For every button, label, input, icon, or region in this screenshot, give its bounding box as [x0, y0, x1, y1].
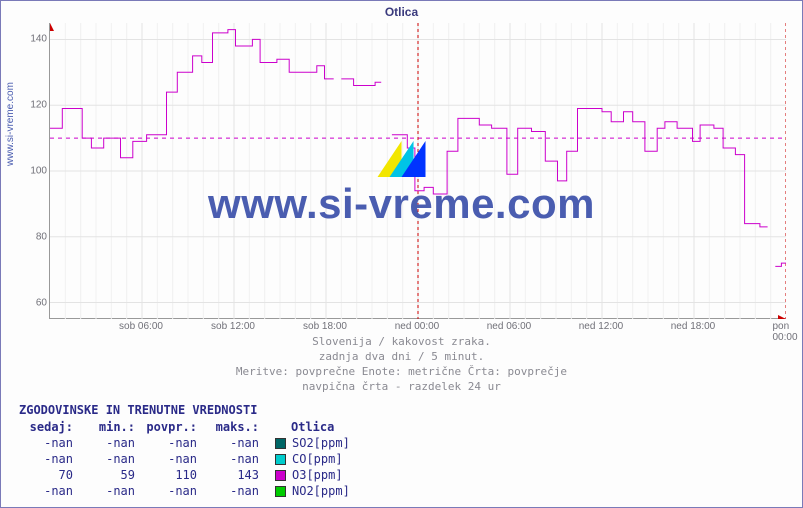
legend-value: 143 [205, 468, 267, 482]
legend-swatch [275, 486, 286, 497]
legend: ZGODOVINSKE IN TRENUTNE VREDNOSTI sedaj:… [19, 403, 350, 499]
legend-value: -nan [143, 484, 205, 498]
y-axis-label: www.si-vreme.com [5, 82, 16, 166]
legend-value: -nan [81, 484, 143, 498]
plot-area [49, 23, 785, 319]
y-tick: 80 [29, 231, 47, 242]
legend-title: ZGODOVINSKE IN TRENUTNE VREDNOSTI [19, 403, 350, 417]
chart-title: Otlica [1, 5, 802, 19]
legend-header-row: sedaj: min.: povpr.: maks.: Otlica [19, 419, 350, 435]
caption-line: Meritve: povprečne Enote: metrične Črta:… [1, 365, 802, 380]
legend-value: -nan [81, 436, 143, 450]
legend-series-label: CO[ppm] [292, 452, 343, 466]
legend-value: 110 [143, 468, 205, 482]
legend-value: -nan [205, 484, 267, 498]
legend-series-hdr: Otlica [291, 420, 334, 434]
legend-value: -nan [19, 484, 81, 498]
x-tick: ned 06:00 [487, 321, 532, 332]
x-tick: sob 18:00 [303, 321, 347, 332]
legend-hdr: povpr.: [143, 420, 205, 434]
legend-value: -nan [81, 452, 143, 466]
chart-frame: Otlica www.si-vreme.com www.si-vreme.com… [0, 0, 803, 508]
x-tick: ned 12:00 [579, 321, 624, 332]
legend-row: 7059110143 O3[ppm] [19, 467, 350, 483]
legend-value: -nan [19, 452, 81, 466]
y-tick: 100 [29, 166, 47, 177]
legend-value: -nan [143, 452, 205, 466]
caption-line: Slovenija / kakovost zraka. [1, 335, 802, 350]
legend-value: 70 [19, 468, 81, 482]
y-tick: 140 [29, 34, 47, 45]
x-tick: sob 06:00 [119, 321, 163, 332]
x-tick: ned 00:00 [395, 321, 440, 332]
legend-series-label: NO2[ppm] [292, 484, 350, 498]
legend-hdr: sedaj: [19, 420, 81, 434]
legend-series-label: O3[ppm] [292, 468, 343, 482]
legend-value: -nan [143, 436, 205, 450]
caption-line: zadnja dva dni / 5 minut. [1, 350, 802, 365]
legend-row: -nan-nan-nan-nanCO[ppm] [19, 451, 350, 467]
legend-value: -nan [19, 436, 81, 450]
caption-line: navpična črta - razdelek 24 ur [1, 380, 802, 395]
x-tick: sob 12:00 [211, 321, 255, 332]
legend-swatch [275, 438, 286, 449]
legend-hdr: min.: [81, 420, 143, 434]
legend-series-label: SO2[ppm] [292, 436, 350, 450]
captions: Slovenija / kakovost zraka. zadnja dva d… [1, 335, 802, 394]
y-tick: 60 [29, 297, 47, 308]
legend-row: -nan-nan-nan-nanSO2[ppm] [19, 435, 350, 451]
legend-value: -nan [205, 452, 267, 466]
legend-hdr: maks.: [205, 420, 267, 434]
y-tick: 120 [29, 100, 47, 111]
legend-value: -nan [205, 436, 267, 450]
plot-svg [50, 23, 786, 319]
legend-row: -nan-nan-nan-nanNO2[ppm] [19, 483, 350, 499]
legend-swatch [275, 470, 286, 481]
legend-value: 59 [81, 468, 143, 482]
legend-swatch [275, 454, 286, 465]
x-tick: ned 18:00 [671, 321, 716, 332]
